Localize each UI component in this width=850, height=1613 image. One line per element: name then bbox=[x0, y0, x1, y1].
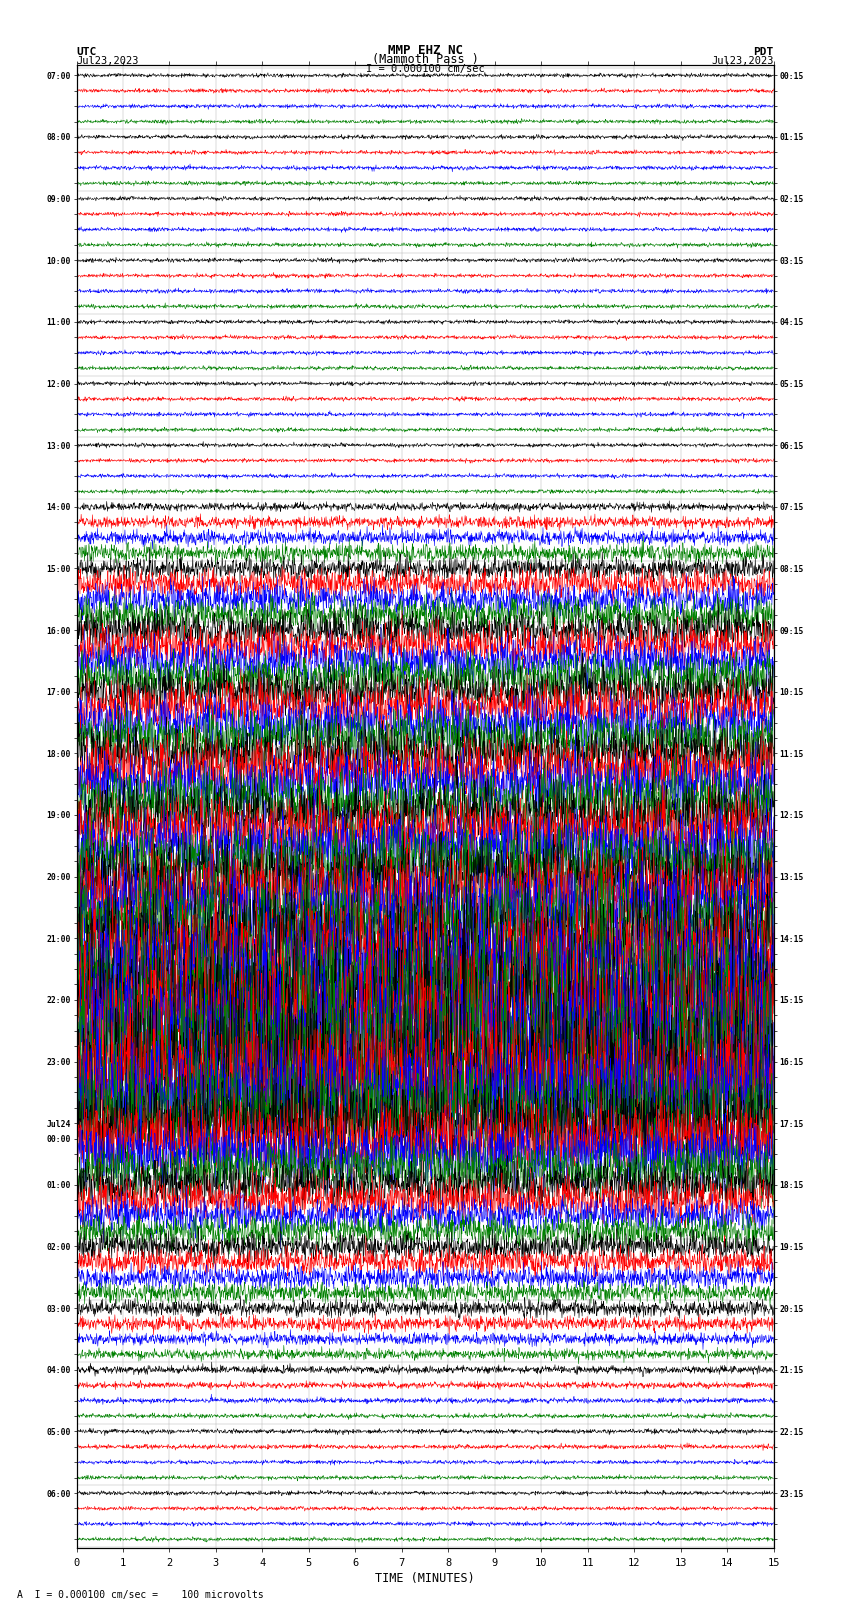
Text: I = 0.000100 cm/sec: I = 0.000100 cm/sec bbox=[366, 65, 484, 74]
Text: MMP EHZ NC: MMP EHZ NC bbox=[388, 44, 462, 58]
Text: PDT: PDT bbox=[753, 47, 774, 58]
Text: Jul23,2023: Jul23,2023 bbox=[76, 56, 139, 66]
Text: A  I = 0.000100 cm/sec =    100 microvolts: A I = 0.000100 cm/sec = 100 microvolts bbox=[17, 1590, 264, 1600]
Text: UTC: UTC bbox=[76, 47, 97, 58]
X-axis label: TIME (MINUTES): TIME (MINUTES) bbox=[375, 1571, 475, 1584]
Text: (Mammoth Pass ): (Mammoth Pass ) bbox=[371, 53, 479, 66]
Text: Jul23,2023: Jul23,2023 bbox=[711, 56, 774, 66]
